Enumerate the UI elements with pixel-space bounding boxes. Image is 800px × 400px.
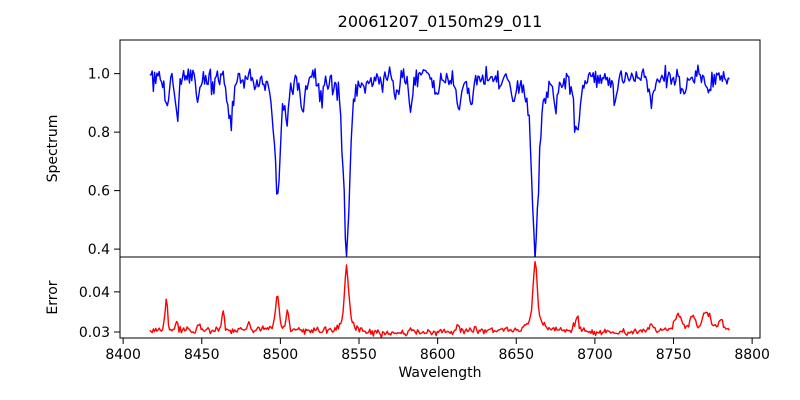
x-tick-label: 8650: [498, 347, 534, 363]
spectrum-y-tick-label: 0.8: [88, 125, 110, 141]
series-layer: [149, 64, 730, 338]
x-tick-label: 8700: [577, 347, 613, 363]
error-y-tick-label: 0.04: [79, 285, 110, 301]
error-line: [149, 260, 730, 338]
error-y-tick-label: 0.03: [79, 325, 110, 341]
chart-title: 20061207_0150m29_011: [338, 12, 543, 32]
x-tick-label: 8800: [734, 347, 770, 363]
ticks-layer: 8400 8450 8500 8550 8600 8650 8700 8750 8800 0.4 0…: [79, 67, 770, 363]
spectrum-y-tick-label: 0.6: [88, 184, 110, 200]
x-tick-label: 8500: [263, 347, 299, 363]
x-tick-label: 8450: [184, 347, 220, 363]
spectrum-y-axis-label: Spectrum: [45, 115, 61, 183]
spectrum-line: [149, 64, 730, 257]
x-tick-label: 8550: [341, 347, 377, 363]
x-tick-label: 8400: [105, 347, 141, 363]
x-tick-label: 8600: [420, 347, 456, 363]
spectrum-y-tick-label: 0.4: [88, 242, 110, 258]
error-y-axis-label: Error: [45, 280, 61, 314]
x-tick-label: 8750: [656, 347, 692, 363]
spectrum-y-tick-label: 1.0: [88, 67, 110, 83]
x-axis-label: Wavelength: [398, 365, 481, 381]
error-axes-frame: [119, 256, 761, 339]
spectrum-axes-frame: [119, 39, 761, 258]
